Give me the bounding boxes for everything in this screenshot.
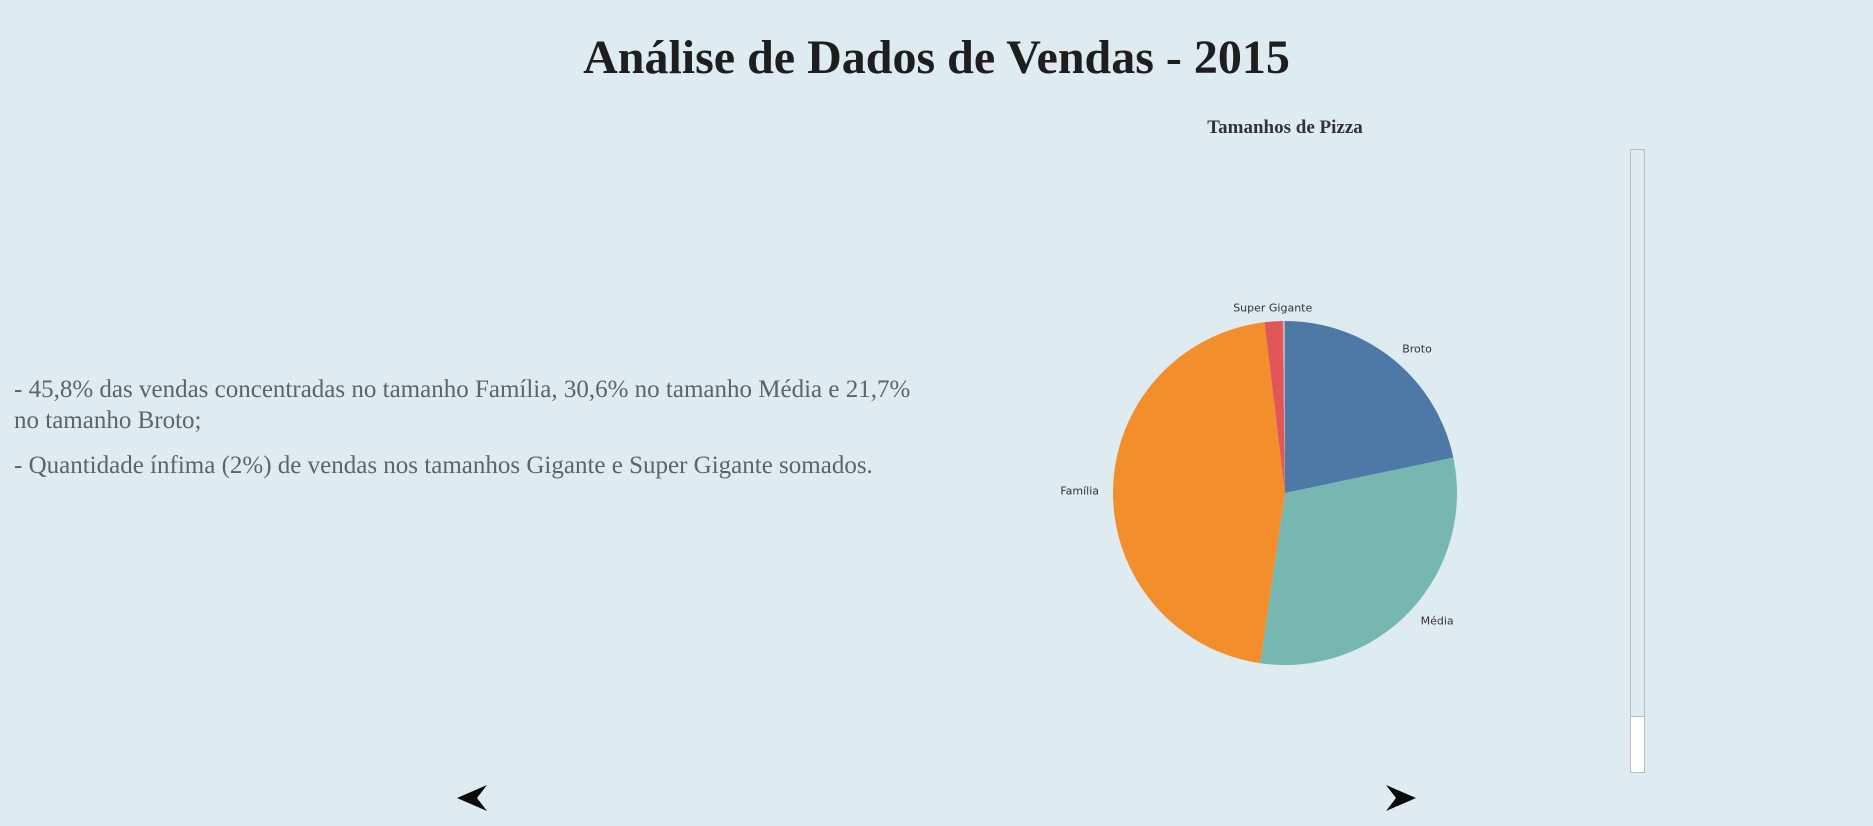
- pie-label-super-gigante: Super Gigante: [1233, 301, 1312, 314]
- chart-title: Tamanhos de Pizza: [1207, 117, 1363, 138]
- left-arrow-icon: [457, 785, 487, 811]
- scrollbar-thumb[interactable]: [1631, 150, 1644, 717]
- previous-page-button[interactable]: [455, 783, 489, 813]
- pie-slice-broto[interactable]: [1285, 321, 1454, 493]
- pie-label-media: Média: [1421, 614, 1454, 627]
- note-line-gigante: - Quantidade ínfima (2%) de vendas nos t…: [14, 452, 873, 479]
- notes-panel: - 45,8% das vendas concentradas no taman…: [14, 374, 934, 495]
- right-arrow-icon: [1386, 785, 1416, 811]
- vertical-scrollbar[interactable]: [1630, 149, 1645, 773]
- scrollbar-remaining-track: [1631, 717, 1644, 772]
- note-line-family: - 45,8% das vendas concentradas no taman…: [14, 376, 911, 434]
- next-page-button[interactable]: [1384, 783, 1418, 813]
- pie-label-familia: Família: [1060, 485, 1099, 498]
- pie-label-broto: Broto: [1402, 343, 1432, 356]
- page-title: Análise de Dados de Vendas - 2015: [583, 31, 1290, 84]
- pie-slice-familia[interactable]: [1113, 322, 1285, 664]
- pie-chart[interactable]: Broto Média Família Super Gigante: [1040, 290, 1540, 690]
- pie-slice-other[interactable]: [1282, 321, 1285, 493]
- pie-slice-super-gigante[interactable]: [1264, 321, 1285, 493]
- pie-slice-media[interactable]: [1260, 457, 1457, 665]
